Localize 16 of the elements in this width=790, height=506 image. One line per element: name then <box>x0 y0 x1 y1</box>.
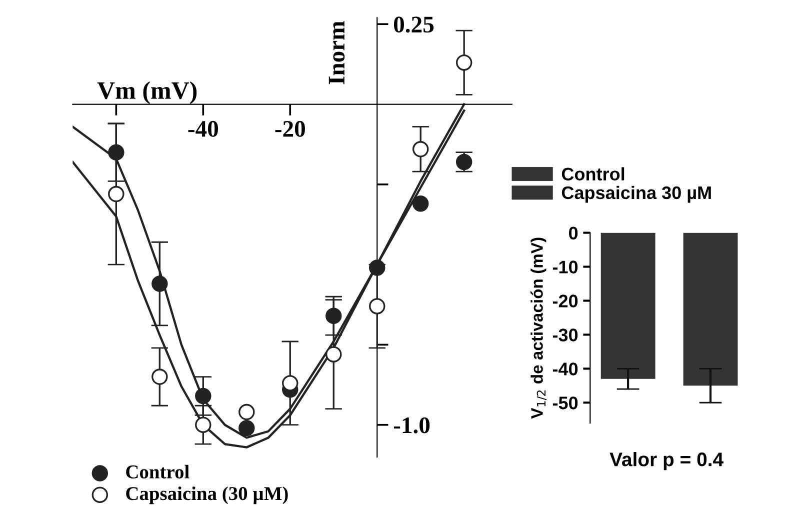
y-tick-label: -30 <box>552 328 578 342</box>
y-tick-label: -20 <box>552 294 578 308</box>
y-axis-title: V$_{1/2}$ de activación (mV) <box>530 238 547 419</box>
legend-label: Control <box>562 167 624 180</box>
y-tick-label: -40 <box>552 362 578 376</box>
legend-label: Capsaicina 30 µM <box>562 186 711 203</box>
x-axis-title: Vm (mV) <box>97 81 197 104</box>
y-tick-label: -50 <box>552 396 578 410</box>
y-tick-label: 0.25 <box>394 16 434 33</box>
legend-label: Control <box>126 464 190 478</box>
text: Valor p = 0.4 <box>610 452 724 470</box>
y-tick-label: 0 <box>569 226 578 240</box>
legend-label: Capsaicina (30 µM) <box>126 486 288 504</box>
y-tick-label: -1.0 <box>394 417 430 434</box>
y-axis-title: Inorm <box>328 21 345 84</box>
y-tick-label: -10 <box>552 260 578 274</box>
